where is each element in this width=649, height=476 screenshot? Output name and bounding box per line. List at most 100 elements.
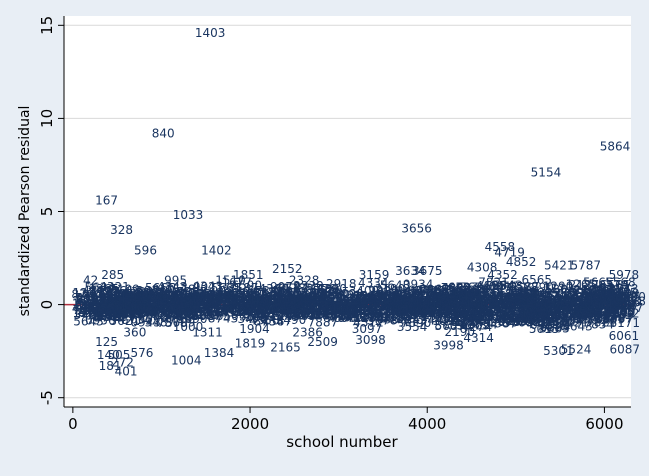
point-marker: 0934: [224, 296, 255, 310]
point-marker: 6543: [525, 296, 556, 310]
point-marker: 4356: [103, 289, 134, 303]
point-marker: 7834: [90, 309, 121, 323]
point-marker: 4365: [470, 283, 501, 297]
point-marker: 2187: [329, 302, 360, 316]
point-marker: 8778: [306, 282, 337, 296]
point-marker: 8778: [152, 304, 183, 318]
point-marker: 6543: [584, 310, 615, 324]
point-marker: 4390: [393, 287, 424, 301]
point-marker: 5690: [440, 304, 471, 318]
point-marker: 0987: [397, 297, 428, 311]
point-marker: 5665: [572, 289, 603, 303]
point-marker: 5665: [107, 294, 138, 308]
point-marker: 8712: [486, 305, 517, 319]
point-marker: 5687: [202, 290, 233, 304]
point-marker: 0965: [272, 302, 303, 316]
point-marker: 2134: [312, 295, 343, 309]
point-label: 505: [107, 348, 130, 362]
point-marker: 1234: [453, 302, 484, 316]
point-marker: 6587: [278, 282, 309, 296]
point-label: 6061: [609, 329, 640, 343]
point-marker: 3412: [523, 291, 554, 305]
point-marker: 7856: [338, 297, 369, 311]
point-marker: 1209: [584, 292, 615, 306]
point-label: 4655: [476, 279, 507, 293]
point-marker: 8756: [115, 307, 146, 321]
point-marker: 4378: [319, 300, 350, 314]
point-marker: 7887: [244, 311, 275, 325]
point-marker: 9087: [601, 299, 632, 313]
point-marker: 2187: [352, 293, 383, 307]
point-marker: 2187: [569, 278, 600, 292]
point-marker: 3443: [131, 302, 162, 316]
point-marker: 6587: [380, 289, 411, 303]
point-marker: 0934: [91, 294, 122, 308]
point-marker: 2109: [189, 308, 220, 322]
point-marker: 6521: [87, 303, 118, 317]
point-marker: 0912: [121, 297, 152, 311]
y-tick-label: 10: [38, 109, 56, 128]
point-marker: 6543: [541, 294, 572, 308]
point-marker: 2134: [587, 305, 618, 319]
y-tick-label: 5: [38, 207, 56, 217]
point-marker: 9078: [458, 284, 489, 298]
point-marker: 7843: [81, 300, 112, 314]
point-marker: 1221: [348, 291, 379, 305]
point-marker: 9009: [109, 293, 140, 307]
point-marker: 2121: [360, 310, 391, 324]
point-marker: 3443: [386, 306, 417, 320]
point-marker: 9090: [299, 294, 330, 308]
point-marker: 2121: [444, 298, 475, 312]
point-marker: 2156: [365, 291, 396, 305]
point-marker: 4378: [267, 298, 298, 312]
point-marker: 0912: [390, 295, 421, 309]
point-marker: 6587: [109, 304, 140, 318]
point-marker: 3465: [104, 303, 135, 317]
point-marker: 0990: [388, 303, 419, 317]
point-marker: 2143: [408, 295, 439, 309]
point-marker: 9056: [367, 304, 398, 318]
point-marker: 3434: [405, 313, 436, 327]
point-marker: 7878: [529, 315, 560, 329]
point-marker: 1265: [159, 301, 190, 315]
point-marker: 8787: [261, 300, 292, 314]
point-marker: 2112: [451, 287, 482, 301]
point-marker: 5643: [384, 288, 415, 302]
point-marker: 7812: [98, 294, 129, 308]
point-marker: 3443: [411, 303, 442, 317]
point-marker: 4312: [96, 310, 127, 324]
point-marker: 7887: [569, 296, 600, 310]
point-marker: 9043: [414, 299, 445, 313]
point-marker: 3490: [433, 314, 464, 328]
point-marker: 0987: [399, 300, 430, 314]
point-marker: 5612: [85, 294, 116, 308]
point-marker: 5690: [177, 312, 208, 326]
point-marker: 2156: [587, 302, 618, 316]
point-marker: 3465: [415, 298, 446, 312]
point-marker: 2109: [580, 312, 611, 326]
point-marker: 3487: [387, 287, 418, 301]
point-marker: 4356: [502, 300, 533, 314]
point-marker: 5609: [333, 304, 364, 318]
point-marker: 0965: [419, 283, 450, 297]
point-marker: 1256: [127, 298, 158, 312]
point-marker: 0987: [525, 312, 556, 326]
point-marker: 7834: [158, 286, 189, 300]
point-marker: 3465: [348, 296, 379, 310]
point-marker: 5656: [393, 301, 424, 315]
point-marker: 8734: [405, 304, 436, 318]
point-marker: 4312: [593, 289, 624, 303]
point-marker: 8790: [151, 301, 182, 315]
point-marker: 9090: [611, 295, 642, 309]
point-label: 2918: [326, 277, 357, 291]
point-marker: 7890: [481, 306, 512, 320]
point-marker: 7821: [478, 276, 509, 290]
point-marker: 7887: [292, 290, 323, 304]
point-marker: 8734: [467, 318, 498, 332]
y-tick-label: -5: [38, 390, 56, 405]
point-label: 1033: [173, 208, 204, 222]
point-marker: 6587: [194, 296, 225, 310]
point-marker: 0978: [389, 291, 420, 305]
point-marker: 4356: [363, 299, 394, 313]
point-marker: 9034: [128, 303, 159, 317]
